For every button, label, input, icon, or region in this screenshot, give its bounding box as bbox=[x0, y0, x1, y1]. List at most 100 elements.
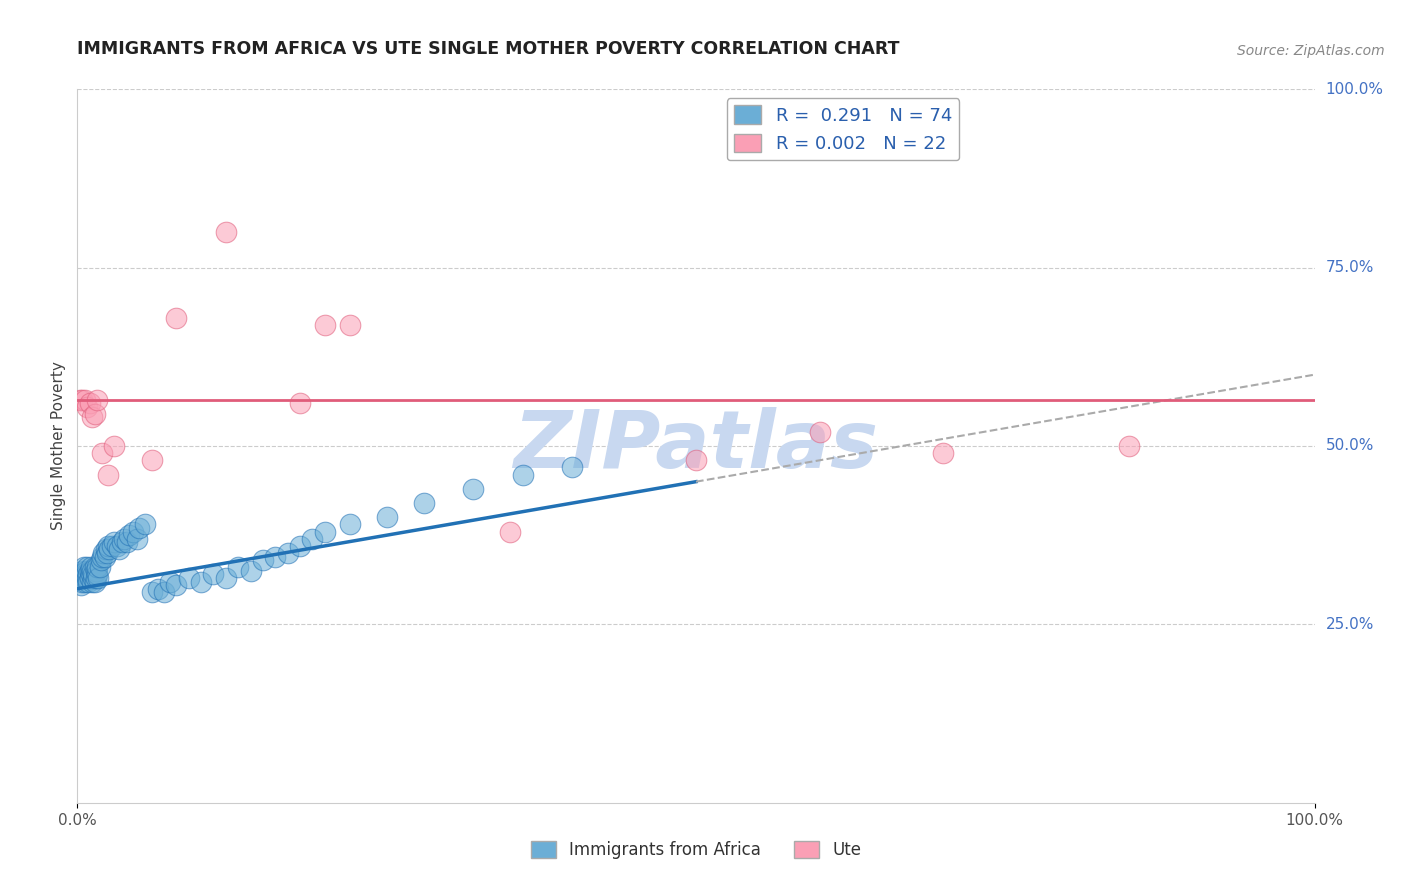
Point bbox=[101, 539, 124, 553]
Point bbox=[93, 549, 115, 564]
Point bbox=[153, 585, 176, 599]
Point bbox=[463, 482, 485, 496]
Point bbox=[76, 560, 98, 574]
Point bbox=[94, 542, 117, 557]
Point bbox=[97, 539, 120, 553]
Point bbox=[82, 567, 104, 582]
Point bbox=[73, 574, 96, 589]
Point bbox=[264, 549, 287, 564]
Text: Source: ZipAtlas.com: Source: ZipAtlas.com bbox=[1237, 44, 1385, 58]
Point bbox=[86, 392, 108, 407]
Point bbox=[80, 560, 103, 574]
Point bbox=[141, 585, 163, 599]
Point bbox=[159, 574, 181, 589]
Point bbox=[82, 571, 104, 585]
Point bbox=[76, 571, 98, 585]
Point bbox=[69, 392, 91, 407]
Point bbox=[252, 553, 274, 567]
Point bbox=[98, 542, 121, 557]
Point bbox=[288, 539, 311, 553]
Point bbox=[82, 564, 104, 578]
Text: 100.0%: 100.0% bbox=[1326, 82, 1384, 96]
Point bbox=[288, 396, 311, 410]
Point bbox=[83, 560, 105, 574]
Text: IMMIGRANTS FROM AFRICA VS UTE SINGLE MOTHER POVERTY CORRELATION CHART: IMMIGRANTS FROM AFRICA VS UTE SINGLE MOT… bbox=[77, 40, 900, 58]
Point bbox=[70, 567, 93, 582]
Point bbox=[118, 528, 141, 542]
Point bbox=[79, 571, 101, 585]
Point bbox=[75, 564, 97, 578]
Point bbox=[72, 567, 94, 582]
Point bbox=[128, 521, 150, 535]
Point bbox=[202, 567, 225, 582]
Point bbox=[80, 567, 103, 582]
Point bbox=[111, 535, 134, 549]
Point bbox=[226, 560, 249, 574]
Point bbox=[86, 567, 108, 582]
Text: 25.0%: 25.0% bbox=[1326, 617, 1374, 632]
Point bbox=[91, 446, 114, 460]
Point bbox=[808, 425, 831, 439]
Point bbox=[91, 546, 114, 560]
Point bbox=[112, 532, 135, 546]
Point bbox=[70, 578, 93, 592]
Point bbox=[82, 410, 104, 425]
Point bbox=[375, 510, 398, 524]
Point bbox=[339, 318, 361, 332]
Point bbox=[512, 467, 534, 482]
Point bbox=[215, 571, 238, 585]
Point bbox=[122, 524, 145, 539]
Point bbox=[72, 392, 94, 407]
Point bbox=[72, 564, 94, 578]
Point bbox=[103, 439, 125, 453]
Point bbox=[1118, 439, 1140, 453]
Point bbox=[103, 535, 125, 549]
Point bbox=[72, 574, 94, 589]
Point bbox=[75, 567, 97, 582]
Point bbox=[73, 392, 96, 407]
Point bbox=[77, 574, 100, 589]
Point bbox=[108, 542, 131, 557]
Point bbox=[177, 571, 200, 585]
Point bbox=[89, 560, 111, 574]
Point bbox=[165, 578, 187, 592]
Point bbox=[134, 517, 156, 532]
Point bbox=[97, 467, 120, 482]
Point bbox=[96, 546, 118, 560]
Point bbox=[314, 524, 336, 539]
Point bbox=[105, 539, 128, 553]
Point bbox=[685, 453, 707, 467]
Text: ZIPatlas: ZIPatlas bbox=[513, 407, 879, 485]
Point bbox=[239, 564, 262, 578]
Point bbox=[69, 571, 91, 585]
Point bbox=[83, 574, 105, 589]
Point bbox=[83, 407, 105, 421]
Point bbox=[215, 225, 238, 239]
Y-axis label: Single Mother Poverty: Single Mother Poverty bbox=[51, 361, 66, 531]
Text: 75.0%: 75.0% bbox=[1326, 260, 1374, 275]
Point bbox=[84, 571, 107, 585]
Point bbox=[301, 532, 323, 546]
Point bbox=[165, 310, 187, 325]
Point bbox=[91, 549, 114, 564]
Point bbox=[412, 496, 434, 510]
Point bbox=[499, 524, 522, 539]
Point bbox=[277, 546, 299, 560]
Point bbox=[146, 582, 169, 596]
Point bbox=[87, 571, 110, 585]
Point bbox=[339, 517, 361, 532]
Point bbox=[115, 535, 138, 549]
Point bbox=[84, 564, 107, 578]
Point bbox=[73, 571, 96, 585]
Point bbox=[932, 446, 955, 460]
Point bbox=[141, 453, 163, 467]
Point bbox=[79, 396, 101, 410]
Legend: Immigrants from Africa, Ute: Immigrants from Africa, Ute bbox=[524, 834, 868, 866]
Point bbox=[72, 560, 94, 574]
Point bbox=[82, 574, 104, 589]
Point bbox=[86, 560, 108, 574]
Point bbox=[190, 574, 212, 589]
Point bbox=[561, 460, 583, 475]
Point bbox=[76, 400, 98, 414]
Point bbox=[90, 553, 112, 567]
